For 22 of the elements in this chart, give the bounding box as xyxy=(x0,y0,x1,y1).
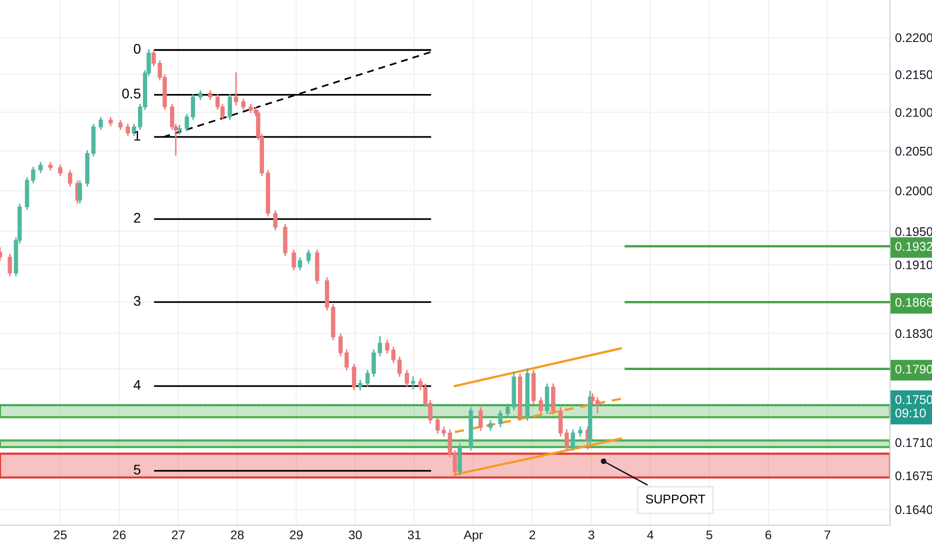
x-tick-label: 2 xyxy=(529,530,536,540)
series-label: 0 xyxy=(134,44,140,54)
series-label: 1 xyxy=(134,130,140,141)
x-tick-label: 27 xyxy=(172,530,185,540)
x-tick-label: 5 xyxy=(706,530,712,540)
x-tick-label: 29 xyxy=(290,530,303,540)
x-tick-label: 28 xyxy=(230,530,244,540)
series-label: 5 xyxy=(134,464,140,475)
annotation: SUPPORT xyxy=(646,494,706,504)
series-label: 2 xyxy=(134,212,140,223)
series-label: 4 xyxy=(134,380,141,390)
series-label: 3 xyxy=(134,296,140,306)
x-tick-label: 6 xyxy=(766,530,772,540)
x-tick-label: 30 xyxy=(348,530,362,540)
x-tick-label: 4 xyxy=(647,530,654,540)
x-tick-label: 31 xyxy=(408,530,421,540)
series-label: 0.5 xyxy=(122,88,140,98)
x-tick-label: 25 xyxy=(54,530,67,540)
x-tick-label: 7 xyxy=(824,530,830,540)
x-tick-label: 3 xyxy=(588,530,594,540)
x-tick-label: Apr xyxy=(464,530,483,542)
x-tick-label: 26 xyxy=(112,530,126,540)
